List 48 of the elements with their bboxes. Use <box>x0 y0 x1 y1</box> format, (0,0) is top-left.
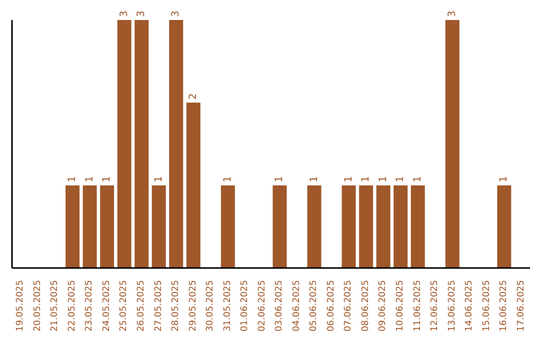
data-label: 1 <box>84 176 96 182</box>
x-tick-label: 30.05.2025 <box>206 280 216 332</box>
x-tick-label: 25.05.2025 <box>119 280 130 332</box>
data-label: 3 <box>170 10 182 17</box>
x-tick-label: 24.05.2025 <box>102 280 112 332</box>
data-label: 1 <box>498 176 510 182</box>
x-tick-label: 23.05.2025 <box>84 280 95 332</box>
x-tick-label: 16.06.2025 <box>499 280 510 332</box>
x-tick-label: 08.06.2025 <box>360 280 371 332</box>
x-tick-label: 04.06.2025 <box>292 280 302 332</box>
x-tick-label: 17.06.2025 <box>516 280 526 332</box>
x-tick-label: 15.06.2025 <box>482 280 492 332</box>
data-label: 1 <box>222 176 234 182</box>
data-label: 1 <box>395 176 406 182</box>
x-tick-label: 29.05.2025 <box>188 280 198 332</box>
x-tick-label: 10.06.2025 <box>396 280 406 332</box>
x-tick-label: 07.06.2025 <box>344 280 354 332</box>
x-tick-label: 19.05.2025 <box>16 280 26 332</box>
x-tick-label: 27.05.2025 <box>154 280 164 332</box>
data-label: 1 <box>274 176 286 182</box>
data-label: 3 <box>446 10 458 17</box>
x-tick-label: 14.06.2025 <box>464 280 475 332</box>
data-label: 1 <box>308 176 320 182</box>
x-tick-label: 05.06.2025 <box>309 280 320 332</box>
data-label: 1 <box>153 176 164 182</box>
x-tick-label: 06.06.2025 <box>326 280 336 332</box>
x-tick-label: 22.05.2025 <box>67 280 78 332</box>
data-label: 3 <box>136 10 148 17</box>
x-tick-label: 26.05.2025 <box>136 280 146 332</box>
x-tick-label: 12.06.2025 <box>430 280 440 332</box>
data-label: 1 <box>343 176 354 182</box>
data-label: 2 <box>188 93 199 100</box>
data-label: 1 <box>102 176 113 182</box>
data-label: 3 <box>118 10 130 17</box>
data-label: 1 <box>378 176 389 182</box>
x-tick-label: 03.06.2025 <box>274 280 285 332</box>
x-tick-label: 01.06.2025 <box>240 280 250 332</box>
x-tick-label: 21.05.2025 <box>50 280 60 332</box>
x-tick-label: 20.05.2025 <box>32 280 43 332</box>
data-label: 1 <box>67 176 78 182</box>
x-tick-label: 11.06.2025 <box>412 280 423 332</box>
x-tick-label: 13.06.2025 <box>447 280 458 332</box>
x-tick-label: 02.06.2025 <box>257 280 268 332</box>
x-tick-label: 31.05.2025 <box>222 280 233 332</box>
data-label: 1 <box>360 176 372 182</box>
data-label: 1 <box>412 176 424 182</box>
x-tick-label: 09.06.2025 <box>378 280 388 332</box>
x-tick-label: 28.05.2025 <box>171 280 182 332</box>
